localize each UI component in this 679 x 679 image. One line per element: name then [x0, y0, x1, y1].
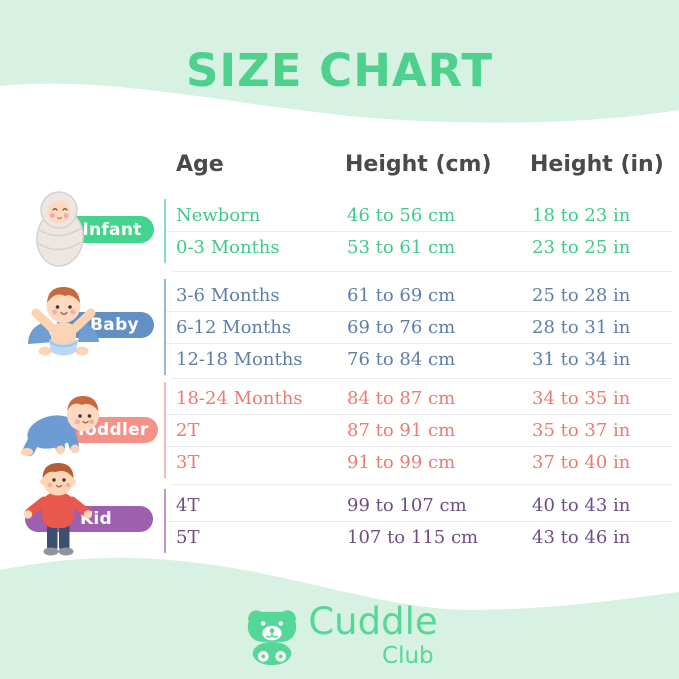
table-header-row: Age Height (cm) Height (in): [164, 148, 672, 180]
table-row: 5T 107 to 115 cm 43 to 46 in: [166, 521, 672, 553]
infant-illustration-icon: [36, 191, 84, 267]
age-cell: 0-3 Months: [176, 237, 280, 258]
height-in-cell: 23 to 25 in: [532, 237, 631, 258]
height-cm-cell: 61 to 69 cm: [347, 284, 456, 306]
height-cm-cell: 69 to 76 cm: [347, 317, 456, 338]
age-cell: 6-12 Months: [176, 317, 292, 338]
brand-line-2: Club: [382, 642, 434, 669]
group-label: Baby: [90, 315, 139, 335]
table-row: Newborn 46 to 56 cm 18 to 23 in: [166, 199, 672, 231]
age-cell: 3-6 Months: [176, 284, 280, 306]
group-divider: [172, 378, 672, 379]
group-divider: [172, 484, 672, 485]
height-cm-cell: 87 to 91 cm: [347, 420, 456, 441]
table-row: 3T 91 to 99 cm 37 to 40 in: [166, 446, 672, 478]
brand-logo: Cuddle Club: [0, 600, 679, 669]
group-label: Infant: [82, 219, 142, 240]
age-cell: 4T: [176, 494, 200, 516]
height-cm-cell: 91 to 99 cm: [347, 452, 456, 473]
brand-name: Cuddle Club: [308, 600, 438, 669]
page-title: SIZE CHART: [185, 44, 494, 98]
height-in-cell: 40 to 43 in: [532, 494, 631, 516]
column-header-height-in: Height (in): [530, 151, 664, 177]
age-cell: 5T: [176, 527, 200, 548]
height-in-cell: 37 to 40 in: [532, 452, 631, 473]
height-in-cell: 18 to 23 in: [532, 204, 631, 226]
height-in-cell: 43 to 46 in: [532, 527, 631, 548]
toddler-rows: 18-24 Months 84 to 87 cm 34 to 35 in 2T …: [164, 382, 672, 478]
group-divider: [172, 271, 672, 272]
age-cell: 12-18 Months: [176, 349, 303, 370]
toddler-illustration-icon: [21, 396, 99, 456]
age-cell: 2T: [176, 420, 200, 441]
height-cm-cell: 53 to 61 cm: [347, 237, 456, 258]
age-cell: 18-24 Months: [176, 387, 303, 409]
height-cm-cell: 107 to 115 cm: [347, 527, 479, 548]
table-row: 4T 99 to 107 cm 40 to 43 in: [166, 489, 672, 521]
top-wave-decoration: [0, 0, 679, 123]
teddy-bear-icon: [248, 610, 297, 666]
height-cm-cell: 46 to 56 cm: [347, 204, 456, 226]
table-row: 18-24 Months 84 to 87 cm 34 to 35 in: [166, 382, 672, 414]
baby-illustration-icon: [28, 287, 99, 356]
height-cm-cell: 76 to 84 cm: [347, 349, 456, 370]
height-in-cell: 28 to 31 in: [532, 317, 631, 338]
height-in-cell: 34 to 35 in: [532, 387, 631, 409]
column-header-height-cm: Height (cm): [345, 151, 492, 177]
table-row: 6-12 Months 69 to 76 cm 28 to 31 in: [166, 311, 672, 343]
table-row: 2T 87 to 91 cm 35 to 37 in: [166, 414, 672, 446]
height-cm-cell: 99 to 107 cm: [347, 494, 467, 516]
height-in-cell: 31 to 34 in: [532, 349, 631, 370]
table-row: 3-6 Months 61 to 69 cm 25 to 28 in: [166, 279, 672, 311]
kid-rows: 4T 99 to 107 cm 40 to 43 in 5T 107 to 11…: [164, 489, 672, 553]
baby-rows: 3-6 Months 61 to 69 cm 25 to 28 in 6-12 …: [164, 279, 672, 375]
table-row: 12-18 Months 76 to 84 cm 31 to 34 in: [166, 343, 672, 375]
height-in-cell: 35 to 37 in: [532, 420, 631, 441]
column-header-age: Age: [176, 151, 224, 177]
infant-rows: Newborn 46 to 56 cm 18 to 23 in 0-3 Mont…: [164, 199, 672, 263]
age-cell: 3T: [176, 452, 200, 473]
table-row: 0-3 Months 53 to 61 cm 23 to 25 in: [166, 231, 672, 263]
bottom-wave-decoration: [0, 557, 679, 679]
brand-line-1: Cuddle: [308, 600, 438, 643]
height-cm-cell: 84 to 87 cm: [347, 387, 456, 409]
kid-illustration-icon: [23, 463, 93, 556]
age-cell: Newborn: [176, 204, 261, 226]
height-in-cell: 25 to 28 in: [532, 284, 631, 306]
